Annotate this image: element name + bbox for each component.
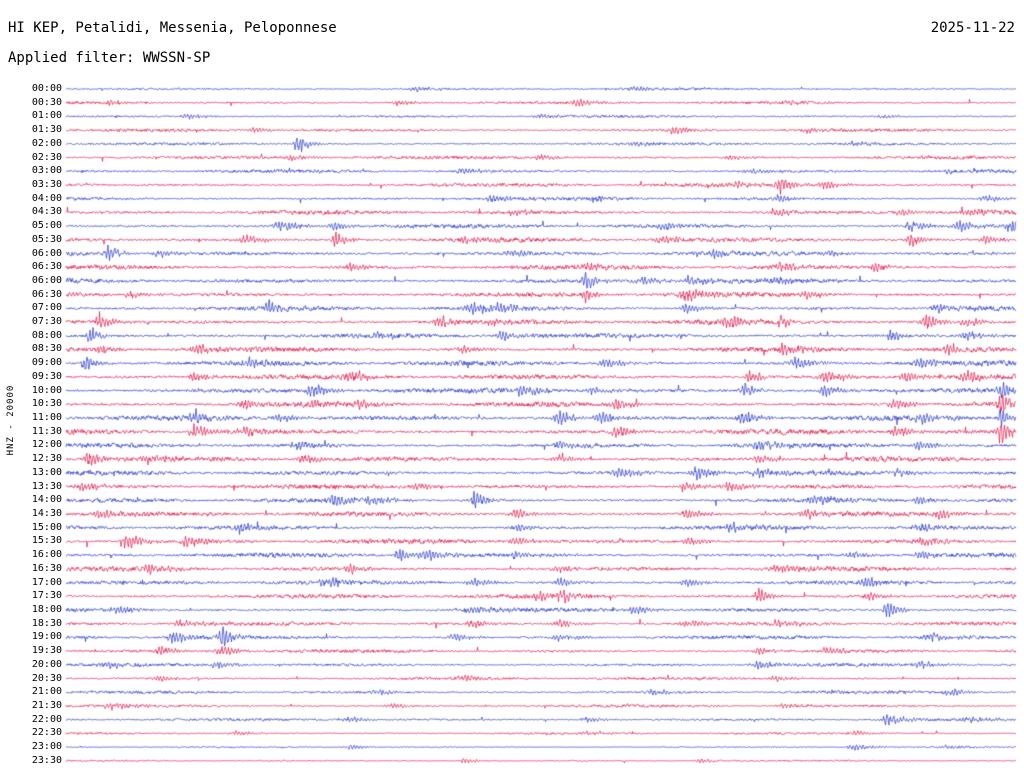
time-label: 16:00: [31, 549, 62, 561]
time-label: 14:00: [31, 494, 62, 506]
time-label: 01:00: [31, 110, 62, 122]
time-label: 00:30: [31, 96, 62, 108]
time-label: 23:00: [31, 741, 62, 753]
time-label: 07:30: [31, 316, 62, 328]
time-label: 04:30: [31, 206, 62, 218]
time-label: 10:00: [31, 384, 62, 396]
time-label: 17:30: [31, 590, 62, 602]
channel-scale-label: HNZ - 20000: [6, 384, 16, 456]
time-label: 21:30: [31, 699, 62, 711]
filter-label: Applied filter: WWSSN-SP: [8, 50, 211, 66]
time-label: 08:00: [31, 329, 62, 341]
time-label: 03:30: [31, 178, 62, 190]
time-label: 22:30: [31, 727, 62, 739]
time-label: 13:30: [31, 480, 62, 492]
time-label: 01:30: [31, 124, 62, 136]
time-label: 22:00: [31, 713, 62, 725]
time-label: 18:30: [31, 617, 62, 629]
station-title: HI KEP, Petalidi, Messenia, Peloponnese: [8, 20, 337, 36]
time-label: 12:30: [31, 453, 62, 465]
time-label: 13:00: [31, 466, 62, 478]
time-label: 05:00: [31, 220, 62, 232]
time-label: 06:00: [31, 274, 62, 286]
time-label: 09:00: [31, 357, 62, 369]
time-label: 11:00: [31, 412, 62, 424]
time-label: 19:00: [31, 631, 62, 643]
time-label: 23:30: [31, 754, 62, 766]
time-label: 09:30: [31, 370, 62, 382]
time-label: 02:30: [31, 151, 62, 163]
time-label: 19:30: [31, 645, 62, 657]
time-label: 04:00: [31, 192, 62, 204]
time-label: 11:30: [31, 425, 62, 437]
time-label: 06:00: [31, 247, 62, 259]
time-label: 10:30: [31, 398, 62, 410]
time-label: 02:00: [31, 137, 62, 149]
time-label: 06:30: [31, 261, 62, 273]
record-date: 2025-11-22: [930, 20, 1015, 36]
time-label: 14:30: [31, 508, 62, 519]
time-label: 15:00: [31, 521, 62, 533]
time-label: 00:00: [31, 83, 62, 94]
time-label: 06:30: [31, 288, 62, 300]
time-label: 03:00: [31, 165, 62, 177]
time-label: 20:00: [31, 658, 62, 670]
time-label: 18:00: [31, 603, 62, 615]
time-label: 15:30: [31, 535, 62, 547]
time-label: 21:00: [31, 686, 62, 698]
time-label: 08:30: [31, 343, 62, 355]
time-label: 12:00: [31, 439, 62, 451]
time-label: 16:30: [31, 562, 62, 574]
time-label: 20:30: [31, 672, 62, 684]
time-label: 07:00: [31, 302, 62, 314]
time-label: 05:30: [31, 233, 62, 245]
time-label: 17:00: [31, 576, 62, 588]
